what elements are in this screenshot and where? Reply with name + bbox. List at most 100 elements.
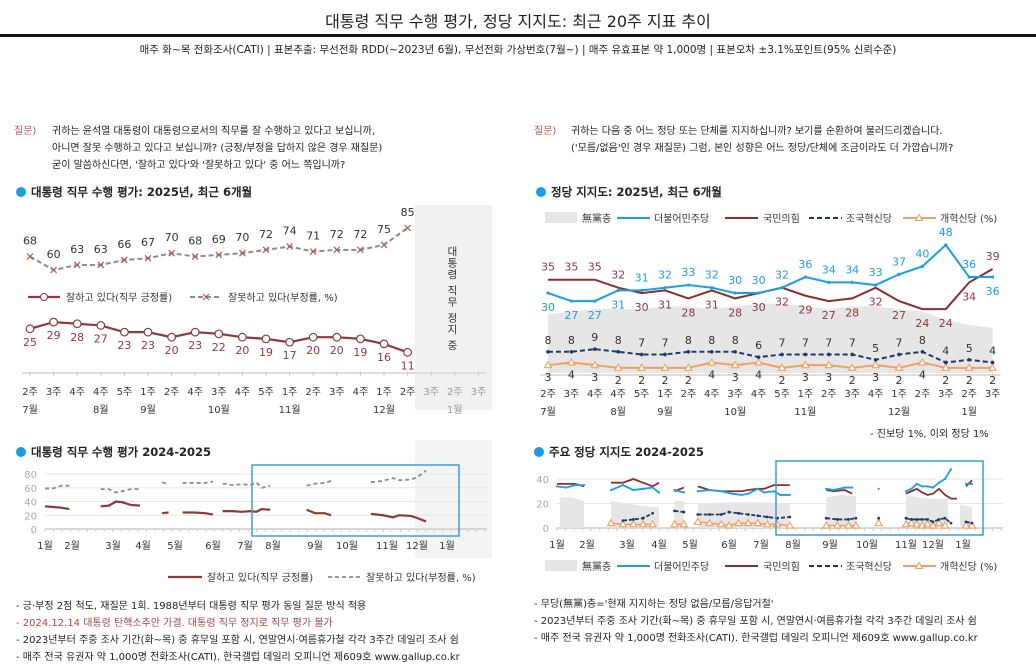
data-label-reform: 2 [779,374,786,387]
data-label-ppp: 32 [775,296,789,309]
data-point-approve [379,339,389,349]
y-tick-label: 20 [24,511,37,522]
data-point-reform [613,363,623,371]
data-label-cho: 8 [615,334,622,347]
data-point-dem [640,288,644,292]
x-tick-label: 2주 [821,389,837,400]
data-label-ppp: 24 [939,317,953,330]
data-point-reform [832,520,842,529]
data-point-reform [753,518,763,527]
x-tick-label: 2주 [540,389,556,400]
data-label-approve: 23 [141,339,155,352]
data-point-disapprove [333,246,341,254]
data-point-cho [915,518,919,521]
data-label-disapprove: 66 [117,238,131,251]
data-point-dem [832,488,835,492]
data-point-disapprove [120,256,128,264]
data-point-dem [609,488,613,492]
x-tick-label: 4주 [235,387,251,398]
x-month-label: 11월 [279,404,301,416]
data-point-reform [743,518,753,527]
series-line-disapprove [306,480,332,487]
data-label-disapprove: 74 [283,224,297,237]
series-line-approve [182,511,214,516]
legend-marker-disapprove [202,293,210,301]
x-tick-label: 7월 [237,540,253,552]
data-label-approve: 27 [94,332,108,345]
series-line-approve [162,511,169,515]
x-tick-label: 1주 [798,389,814,400]
series-line-reform [547,361,993,369]
x-month-label: 7월 [540,406,556,418]
data-point-reform [762,519,772,528]
x-tick-label: 6월 [721,539,737,551]
x-tick-label: 11월 [895,539,917,551]
data-point-reform [894,363,904,371]
data-point-cho [944,360,948,365]
data-label-cho: 8 [919,334,926,347]
data-point-reform [628,519,638,528]
data-point-dem [897,272,901,276]
data-point-cho [641,516,645,520]
data-label-dem: 32 [658,269,672,282]
data-label-cho: 8 [708,334,715,347]
x-tick-label: 12월 [406,540,428,552]
series-line-approve [222,507,271,513]
data-point-cho [824,516,828,520]
data-point-cho [719,513,723,516]
data-label-cho: 8 [545,334,552,347]
x-tick-label: 2주 [400,387,416,398]
data-label-dem: 34 [822,263,836,276]
legend-label-approve: 잘하고 있다(직무 긍정률) [207,571,313,584]
data-label-approve: 17 [283,349,297,362]
x-tick-label: 3주 [46,387,62,398]
data-label-dem: 36 [798,258,812,271]
data-point-dem [967,275,971,279]
data-point-cho [990,360,995,365]
data-point-reform [734,518,744,527]
legend-label-reform: 개혁신당 (%) [940,561,997,573]
data-label-cho: 7 [662,336,669,349]
section-title: 대통령 직무 수행 평가 2024-2025 [16,444,211,460]
data-point-reform [967,520,977,529]
data-point-disapprove [168,249,176,257]
data-label-dem: 27 [588,309,602,322]
data-label-disapprove: 63 [94,243,108,256]
data-point-reform [606,518,616,527]
legend-label-reform: 개혁신당 (%) [940,213,997,225]
x-tick-label: 3주 [423,387,439,398]
x-month-label: 9월 [140,404,156,416]
x-tick-label: 4주 [69,387,85,398]
data-point-reform [705,518,714,527]
data-point-reform [917,357,927,366]
data-point-reform [912,519,922,528]
data-point-disapprove [286,243,294,250]
data-label-reform: 3 [732,371,739,384]
data-point-dem [964,482,968,485]
note: - 2024.12.14 대통령 탄핵소추안 가결. 대통령 직무 정지로 직무… [16,618,333,629]
question-line: 귀하는 다음 중 어느 정당 또는 단체를 지지하십니까? 보기를 순환하여 불… [571,126,943,137]
x-month-label: 11월 [794,406,816,418]
data-label-disapprove: 71 [306,230,320,243]
series-line-approve [306,508,332,517]
data-point-dem [573,484,577,487]
legend-label-ppp: 국민의힘 [763,213,800,225]
legend-marker-approve [40,293,48,301]
data-point-reform [618,519,628,528]
data-point-dem [641,487,645,490]
data-point-reform [785,520,795,529]
data-point-dem [731,492,734,495]
question-line: ('모름/없음'인 경우 재질문) 그럼, 본인 성향은 어느 정당/단체에 조… [571,143,954,154]
y-tick-label: 60 [24,484,37,495]
data-point-reform [923,519,933,528]
data-point-dem [949,468,953,471]
x-month-label: 12월 [888,406,910,418]
data-point-dem [747,492,750,495]
legend-swatch-nonpartisan [545,560,577,571]
data-label-reform: 3 [591,371,598,384]
legend-label-approve: 잘하고 있다(직무 긍정률) [66,291,172,304]
data-point-approve [72,319,82,329]
data-label-approve: 25 [23,336,37,349]
data-label-ppp: 28 [728,306,742,319]
